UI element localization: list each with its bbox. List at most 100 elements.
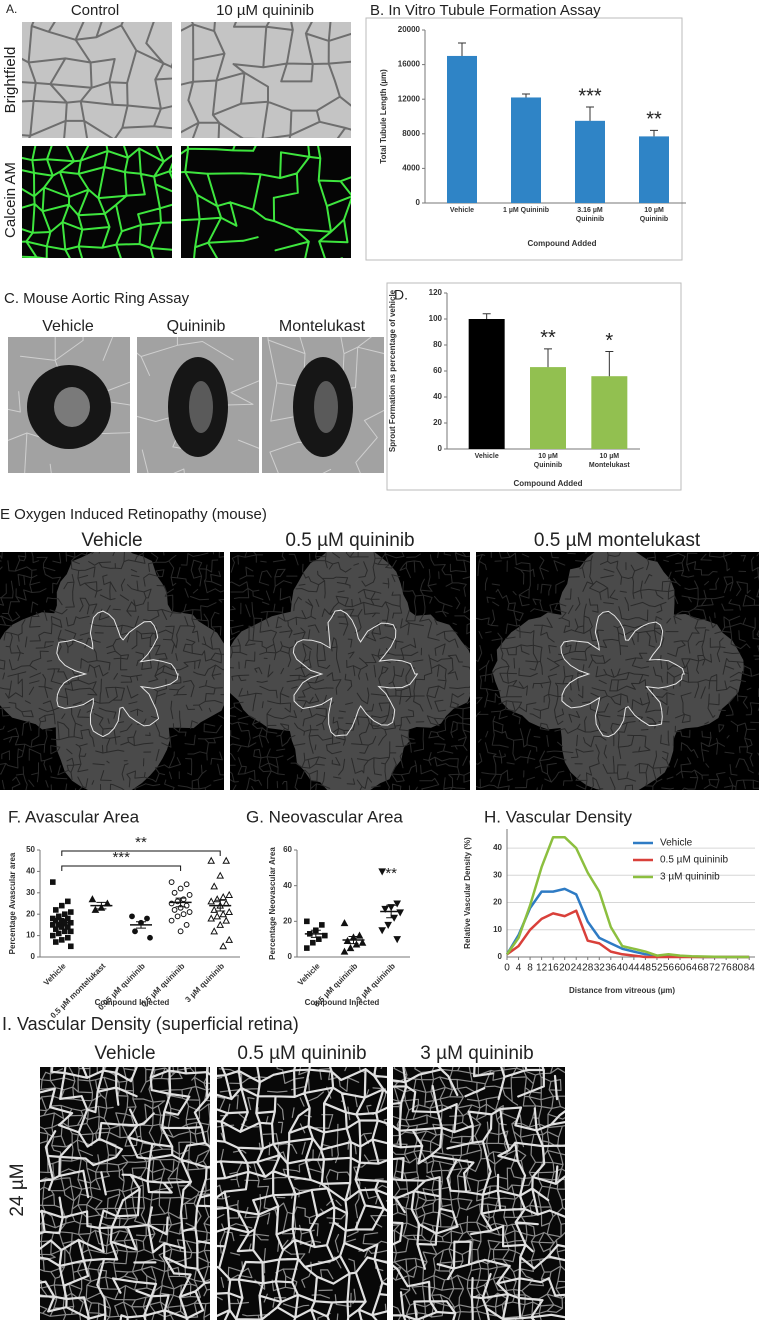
y-tick-label: 20 <box>433 418 442 427</box>
data-point <box>316 936 322 942</box>
image-texture <box>40 1067 210 1320</box>
sem-bar <box>96 901 107 910</box>
data-point <box>62 911 68 918</box>
brightfield-image <box>181 22 351 138</box>
data-point <box>168 917 175 924</box>
chart-title: B. In Vitro Tubule Formation Assay <box>370 2 601 19</box>
image-texture <box>217 1067 387 1320</box>
data-point <box>53 939 59 945</box>
x-tick-label: 28 <box>582 963 594 974</box>
significance-label: * <box>605 330 613 352</box>
data-point <box>304 945 310 951</box>
x-tick-label: 10 µM Quininib <box>639 207 669 223</box>
retina-image <box>0 552 224 790</box>
y-tick-label: 12000 <box>398 94 421 103</box>
row-label: Brightfield <box>2 47 19 114</box>
x-tick-label-box: 10 µM Montelukast <box>589 453 630 469</box>
legend-label: Vehicle <box>660 838 693 849</box>
data-line <box>505 835 750 959</box>
y-tick-label: 60 <box>433 366 442 375</box>
error-bar <box>458 42 466 56</box>
image-texture <box>181 146 351 258</box>
x-axis-label: Compound Injected <box>305 998 380 1007</box>
data-point <box>304 918 310 925</box>
x-tick-label: 44 <box>628 963 640 974</box>
data-point <box>59 902 65 909</box>
sem-bar <box>136 921 146 929</box>
x-tick-label: 76 <box>721 963 733 974</box>
data-point <box>219 893 228 901</box>
bar <box>511 97 541 203</box>
y-tick-label: 20 <box>26 909 35 918</box>
retina-detail-image <box>217 1067 387 1320</box>
data-point <box>222 916 231 924</box>
sem-bar <box>215 899 226 912</box>
panel-title: C. Mouse Aortic Ring Assay <box>4 290 190 307</box>
error-bar <box>482 313 491 319</box>
data-point <box>132 928 138 935</box>
data-point <box>65 924 71 930</box>
y-tick-label: 120 <box>429 288 443 297</box>
x-tick-label-box: 10 µM Quininib <box>639 207 669 223</box>
data-point <box>222 856 231 864</box>
data-point <box>68 928 74 935</box>
image-caption: 0.5 µM quininib <box>285 530 414 551</box>
image-caption: 0.5 µM montelukast <box>534 530 701 551</box>
sem-bar <box>175 897 186 908</box>
bar <box>447 55 477 204</box>
data-point <box>355 931 364 939</box>
data-point <box>144 915 150 922</box>
y-tick-label: 4000 <box>402 164 420 173</box>
data-point <box>210 927 219 935</box>
bar <box>575 120 605 203</box>
image-texture <box>230 552 470 790</box>
data-point <box>171 907 178 913</box>
data-point <box>381 905 390 913</box>
x-tick-label: 40 <box>617 963 629 974</box>
data-point <box>352 940 361 948</box>
x-tick-label: 52 <box>651 963 663 974</box>
x-tick-label: 10 µM Quininib <box>533 453 563 469</box>
image-texture <box>181 22 351 138</box>
data-point <box>340 947 349 955</box>
retina-image <box>476 552 759 790</box>
y-tick-label: 8000 <box>402 129 420 138</box>
significance-label: *** <box>578 85 602 107</box>
x-tick-label: 72 <box>709 963 721 974</box>
image-caption: Montelukast <box>279 318 366 335</box>
error-bar <box>522 93 530 98</box>
significance-bracket <box>61 865 182 871</box>
data-point <box>210 882 219 890</box>
data-point <box>53 926 59 932</box>
data-point <box>358 938 367 946</box>
image-texture <box>292 609 419 737</box>
legend-label: 3 µM quininib <box>660 872 720 883</box>
data-point <box>210 905 219 913</box>
x-tick-label: 24 <box>571 963 583 974</box>
x-tick-label: Vehicle <box>42 961 68 987</box>
x-tick-label: 3.16 µM Quininib <box>575 207 605 223</box>
y-axis-label: Relative Vascular Density (%) <box>463 837 472 949</box>
y-tick-label: 40 <box>493 843 502 852</box>
image-texture <box>492 552 745 790</box>
image-caption: Vehicle <box>81 530 142 551</box>
data-point <box>50 932 56 939</box>
significance-label: ** <box>646 109 662 131</box>
data-point <box>378 868 387 876</box>
chart-title: F. Avascular Area <box>8 807 140 826</box>
data-point <box>53 907 59 913</box>
aortic-ring-image <box>8 337 130 473</box>
data-point <box>310 939 316 946</box>
x-tick-label: 0 <box>504 963 510 974</box>
x-tick-label: Vehicle <box>296 961 322 987</box>
y-tick-label: 0 <box>31 952 36 961</box>
sem-bar <box>56 919 67 927</box>
y-tick-label: 0 <box>498 952 503 961</box>
data-point <box>50 879 56 885</box>
data-point <box>62 928 68 935</box>
data-point <box>213 895 222 903</box>
image-caption: 3 µM quininib <box>420 1043 533 1064</box>
data-point <box>393 900 402 908</box>
x-tick-label: 32 <box>594 963 606 974</box>
bar <box>530 367 566 449</box>
